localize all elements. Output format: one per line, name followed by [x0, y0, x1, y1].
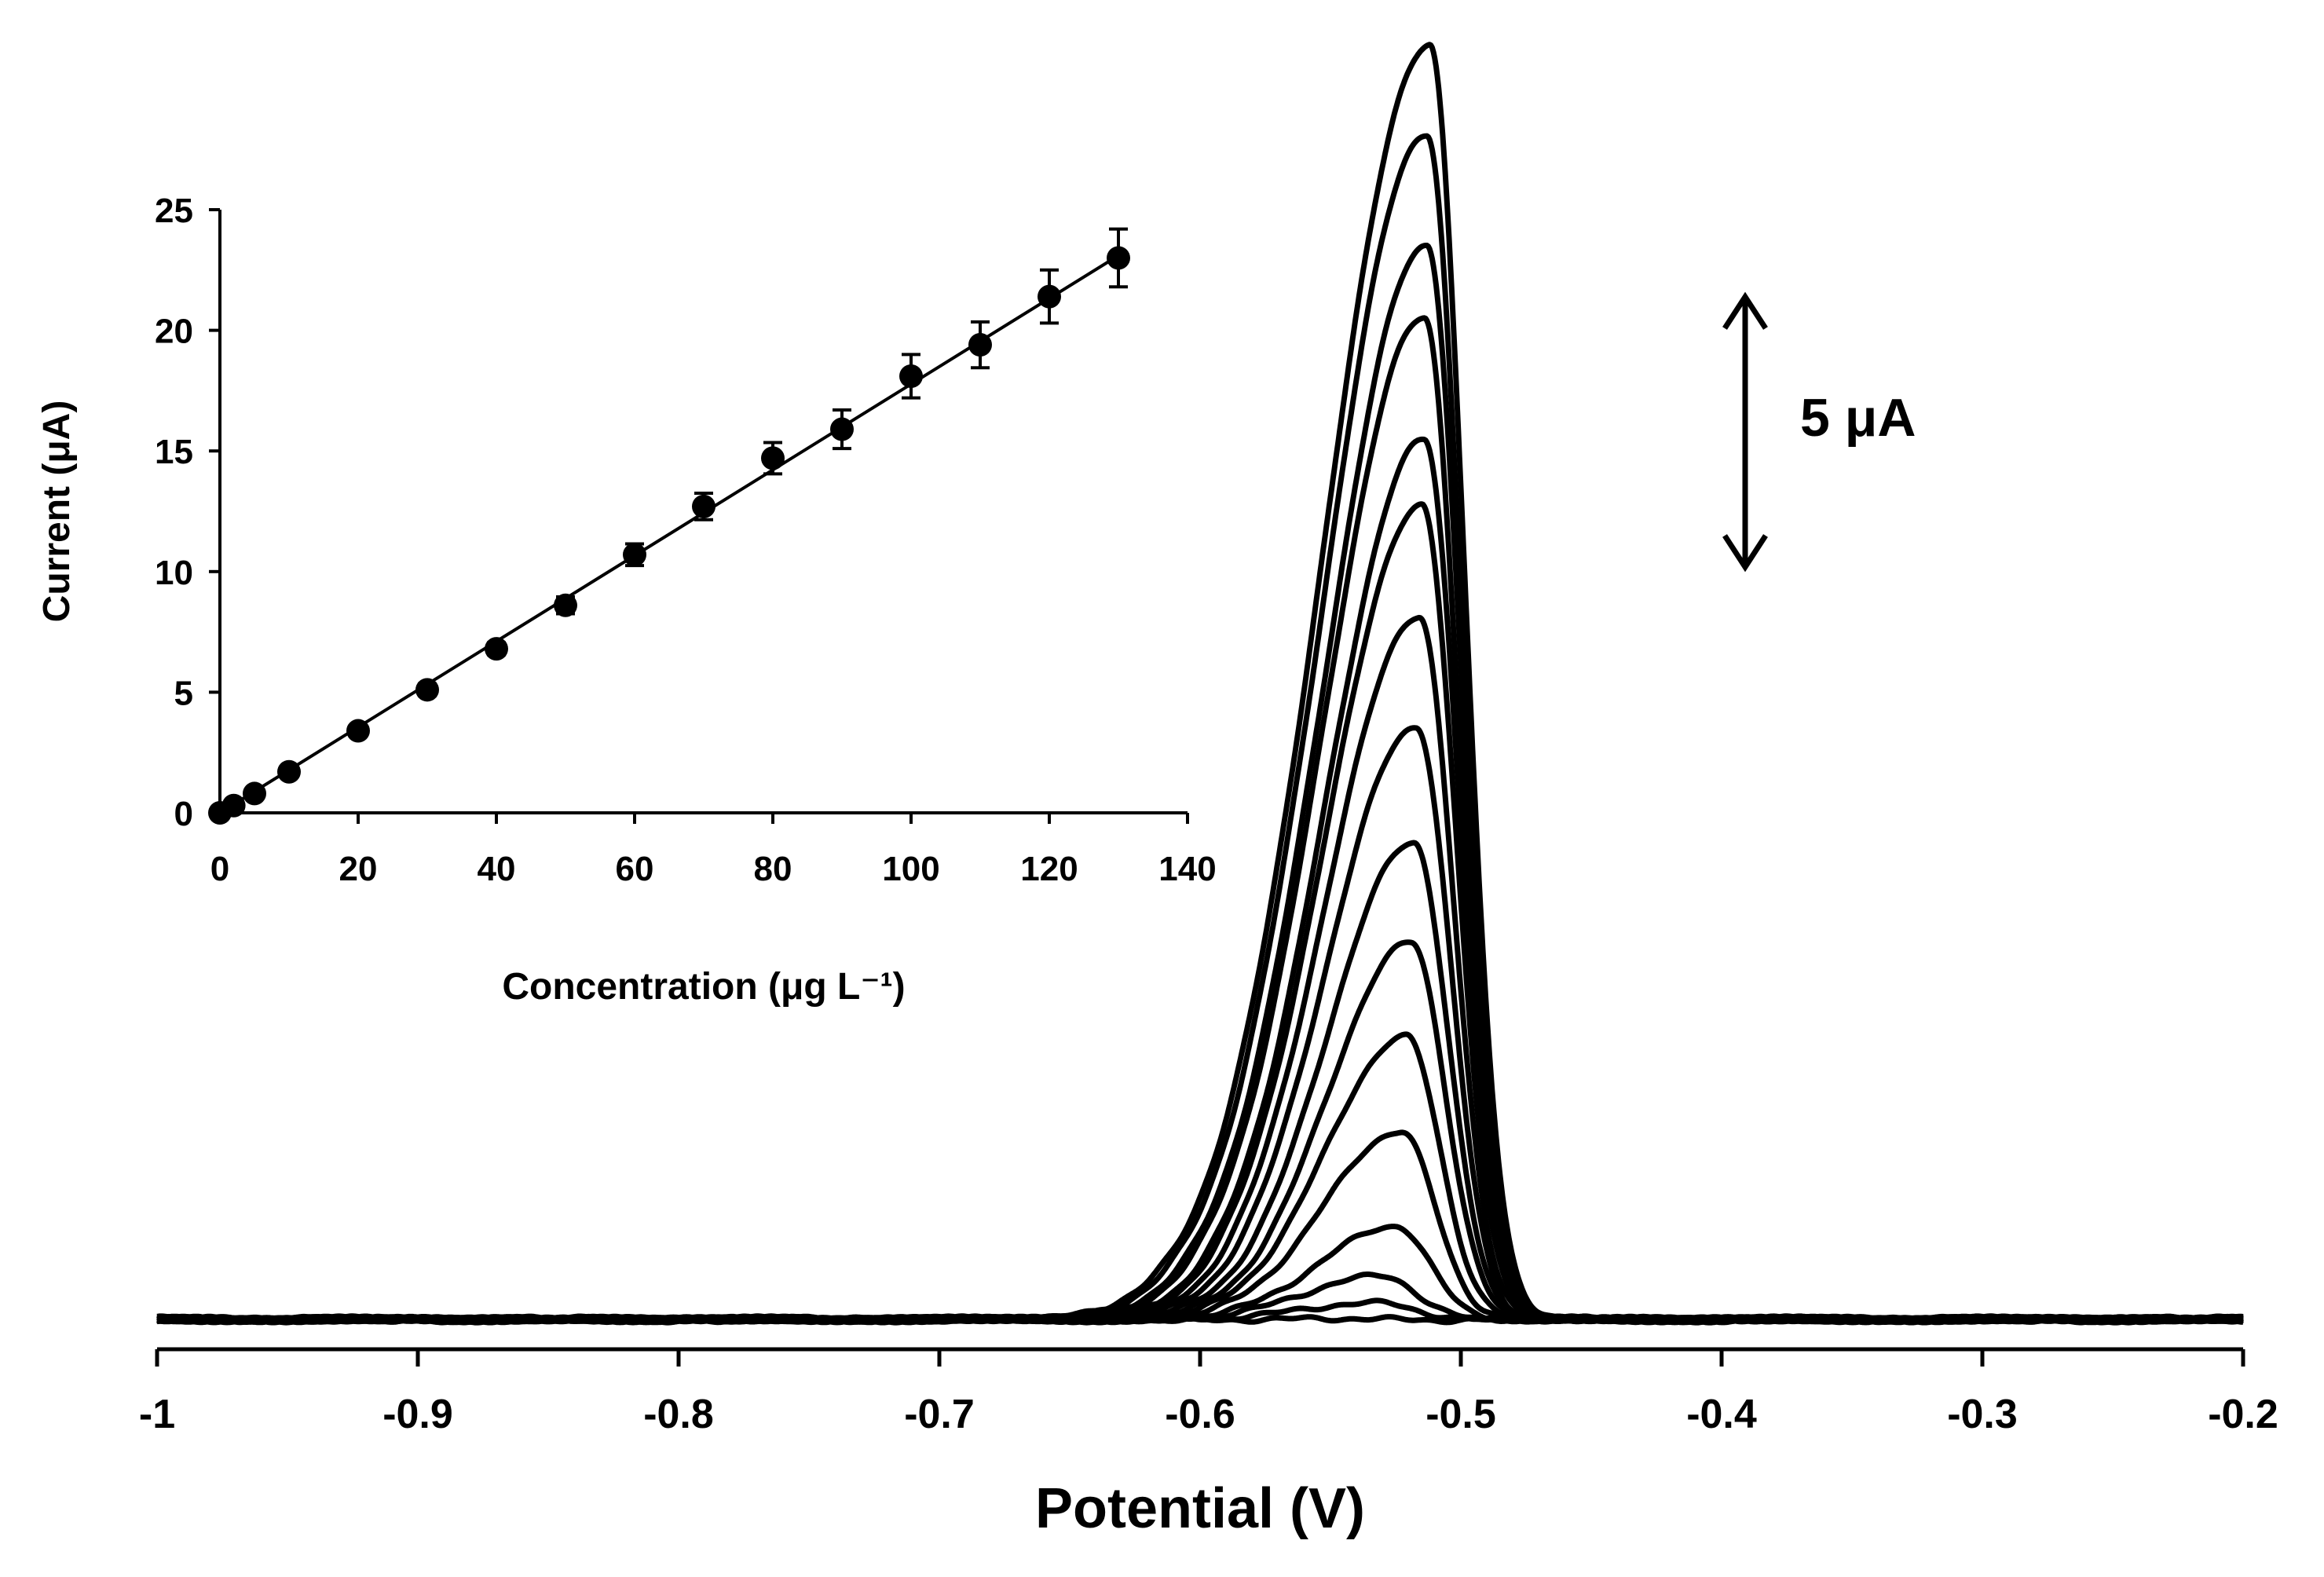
inset-data-point	[761, 446, 785, 470]
voltammogram-series-line	[156, 243, 2245, 1326]
inset-data-point	[623, 543, 646, 567]
inset-y-tick-label: 20	[155, 313, 193, 351]
inset-x-tick-label: 40	[478, 850, 516, 888]
x-tick-label: -0.5	[1426, 1392, 1496, 1437]
inset-y-tick-label: 25	[155, 192, 193, 230]
voltammogram-series-line	[156, 315, 2245, 1326]
x-tick-label: -1	[139, 1392, 175, 1437]
voltammogram-series-line	[156, 42, 2245, 1326]
inset-x-axis-title: Concentration (μg L⁻¹)	[502, 966, 905, 1008]
scale-bar-arrow-down	[1722, 534, 1768, 573]
x-tick-label: -0.4	[1686, 1392, 1757, 1437]
inset-y-axis-title: Current (μA)	[36, 401, 78, 623]
x-tick-label: -0.2	[2208, 1392, 2278, 1437]
voltammogram-series-line	[156, 133, 2245, 1326]
inset-data-point	[554, 593, 577, 617]
scale-bar: 5 μA	[1722, 291, 1916, 573]
inset-data-point	[221, 793, 246, 818]
inset-data-point	[346, 719, 370, 743]
inset-data-point	[1107, 246, 1130, 270]
inset-x-tick-label: 120	[1020, 850, 1078, 888]
inset-x-tick-label: 0	[210, 850, 229, 888]
inset-data-point	[1038, 284, 1061, 309]
x-tick-label: -0.9	[382, 1392, 453, 1437]
calibration-inset-axes: 0 20 40 60 80 100 120 140 0 5 10 15 20 25 Concentratio…	[36, 192, 1217, 1008]
x-tick-label: -0.6	[1165, 1392, 1235, 1437]
inset-x-tick-label: 60	[616, 850, 654, 888]
inset-y-tick-label: 15	[155, 433, 193, 471]
inset-data-point	[243, 781, 266, 806]
inset-x-tick-label: 140	[1158, 850, 1216, 888]
inset-data-point	[485, 637, 508, 661]
inset-y-tick-label: 0	[174, 795, 193, 833]
x-tick-label: -0.8	[643, 1392, 714, 1437]
calibration-inset-data	[208, 227, 1130, 825]
x-tick-label: -0.7	[904, 1392, 975, 1437]
inset-data-point	[968, 333, 992, 357]
inset-data-point	[415, 678, 439, 702]
x-tick-label: -0.3	[1947, 1392, 2018, 1437]
x-axis-title: Potential (V)	[1035, 1477, 1365, 1540]
inset-data-point	[830, 417, 854, 441]
inset-x-tick-label: 80	[754, 850, 792, 888]
inset-x-tick-label: 100	[882, 850, 939, 888]
inset-data-point	[277, 759, 301, 784]
inset-data-point	[899, 364, 923, 388]
scale-bar-arrow-up	[1722, 291, 1768, 330]
inset-data-point	[692, 494, 715, 518]
inset-x-tick-label: 20	[339, 850, 378, 888]
voltammogram-series-line	[156, 840, 2245, 1326]
voltammogram-curves	[156, 42, 2245, 1326]
scale-bar-label: 5 μA	[1800, 388, 1916, 448]
voltammogram-axes: -1 -0.9 -0.8 -0.7 -0.6 -0.5 -0.4 -0.3 -0.2 Potent…	[139, 1347, 2278, 1540]
inset-y-tick-label: 10	[155, 554, 193, 592]
inset-y-tick-label: 5	[174, 674, 193, 712]
inset-fit-line	[218, 254, 1120, 814]
